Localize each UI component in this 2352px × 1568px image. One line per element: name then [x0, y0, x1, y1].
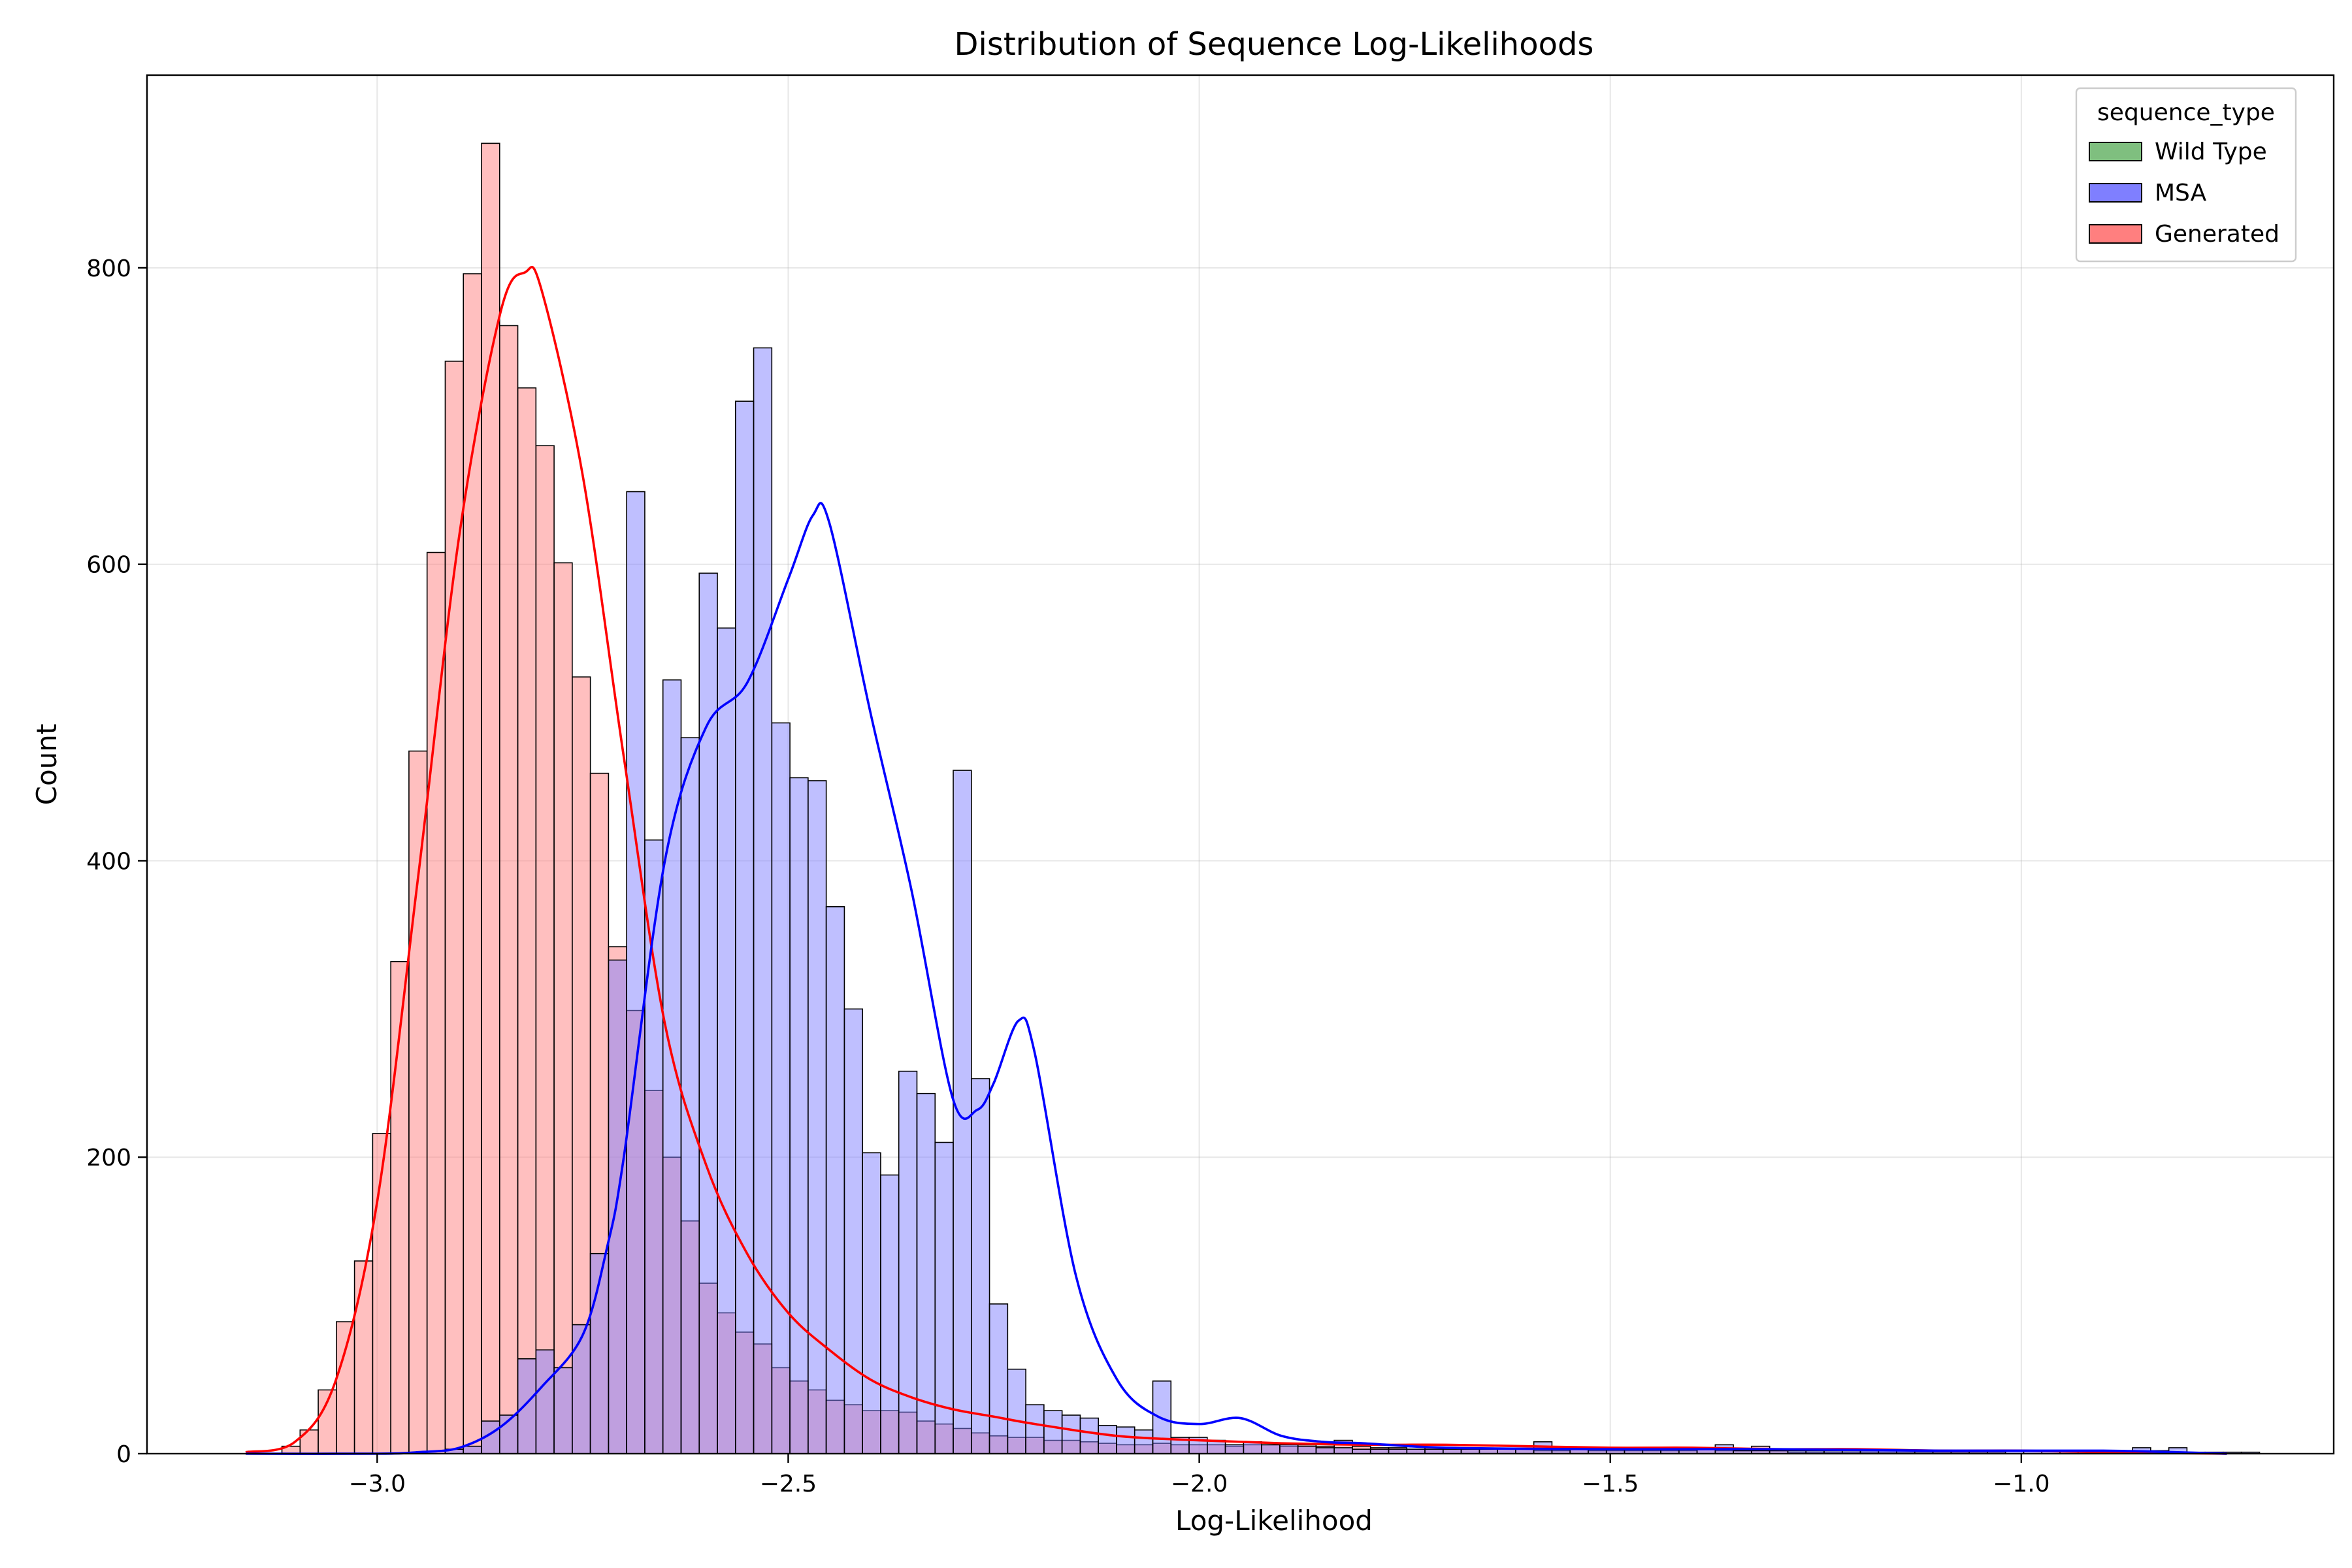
- bar-msa: [662, 679, 682, 1454]
- bar-generated: [408, 750, 428, 1454]
- legend-title: sequence_type: [2097, 99, 2275, 126]
- legend-label-generated: Generated: [2155, 221, 2279, 248]
- bar-generated: [517, 387, 537, 1454]
- bar-msa: [970, 1078, 990, 1454]
- bar-msa: [644, 839, 664, 1454]
- chart-title: Distribution of Sequence Log-Likelihoods: [955, 26, 1594, 63]
- kde-line-generated: [245, 266, 2227, 1455]
- bar-generated: [553, 562, 573, 1454]
- bar-generated: [299, 1429, 319, 1454]
- bar-msa: [717, 627, 736, 1454]
- kde-line-msa: [245, 502, 2227, 1455]
- bar-msa: [1333, 1447, 1353, 1454]
- plot-frame: [146, 74, 2335, 1455]
- legend-label-msa: MSA: [2155, 180, 2207, 206]
- bar-msa: [862, 1152, 881, 1454]
- legend-box: [2075, 87, 2297, 263]
- y-tick-label: 400: [86, 848, 131, 875]
- bar-msa: [1279, 1444, 1299, 1454]
- bar-msa: [698, 572, 718, 1454]
- y-tick-label: 200: [86, 1145, 131, 1171]
- kde-curves: [245, 266, 2227, 1455]
- bar-generated: [498, 325, 519, 1454]
- bar-msa: [680, 737, 700, 1454]
- bar-msa: [1134, 1429, 1154, 1454]
- bar-msa: [953, 770, 972, 1454]
- bar-generated: [353, 1260, 374, 1454]
- bar-msa: [535, 1349, 555, 1454]
- histogram-bars: [281, 142, 2261, 1454]
- bar-msa: [463, 1445, 482, 1454]
- bar-msa: [1261, 1444, 1281, 1454]
- x-tick-label: −3.0: [349, 1471, 406, 1497]
- bar-msa: [1007, 1368, 1026, 1454]
- bar-msa: [789, 777, 809, 1454]
- x-tick-label: −1.0: [1993, 1471, 2050, 1497]
- bar-msa: [1224, 1444, 1245, 1454]
- x-tick-label: −2.5: [760, 1471, 817, 1497]
- bar-msa: [608, 959, 627, 1454]
- x-axis-label: Log-Likelihood: [1175, 1505, 1373, 1537]
- bar-msa: [1025, 1404, 1045, 1454]
- bar-msa: [1079, 1417, 1099, 1454]
- bar-msa: [1315, 1447, 1335, 1454]
- bar-msa: [1297, 1445, 1317, 1454]
- y-tick-label: 800: [86, 255, 131, 282]
- y-tick-label: 0: [116, 1441, 131, 1468]
- bar-msa: [1098, 1425, 1117, 1454]
- bar-msa: [898, 1070, 918, 1454]
- bar-msa: [825, 906, 845, 1454]
- legend-swatch-generated: [2089, 224, 2142, 244]
- legend-label-wild-type: Wild Type: [2155, 139, 2267, 165]
- x-tick-label: −1.5: [1582, 1471, 1639, 1497]
- bar-generated: [336, 1321, 355, 1454]
- bar-msa: [808, 780, 827, 1454]
- bar-msa: [517, 1358, 537, 1454]
- bar-msa: [553, 1367, 573, 1454]
- bar-msa: [880, 1174, 900, 1454]
- axis-ticks: −3.0 −2.5 −2.0 −1.5 −1.0 0 200 400 600 800: [86, 255, 2050, 1497]
- bar-generated: [426, 551, 446, 1454]
- legend-swatch-msa: [2089, 183, 2142, 203]
- bar-msa: [771, 722, 791, 1454]
- bar-generated: [535, 445, 555, 1454]
- y-tick-label: 600: [86, 552, 131, 579]
- bar-generated: [372, 1133, 391, 1454]
- legend: sequence_type Wild Type MSA Generated: [2075, 87, 2297, 263]
- bar-msa: [1116, 1426, 1135, 1454]
- bar-generated: [481, 142, 500, 1454]
- bar-msa: [572, 1324, 591, 1454]
- legend-swatch-wild-type: [2089, 142, 2142, 161]
- bar-msa: [589, 1252, 610, 1454]
- bar-msa: [626, 491, 645, 1454]
- bar-msa: [1061, 1414, 1081, 1454]
- bar-msa: [843, 1008, 863, 1454]
- y-axis-label: Count: [31, 724, 63, 806]
- bar-msa: [988, 1303, 1009, 1454]
- bar-msa: [1043, 1410, 1063, 1454]
- bar-msa: [734, 400, 755, 1454]
- x-tick-label: −2.0: [1171, 1471, 1228, 1497]
